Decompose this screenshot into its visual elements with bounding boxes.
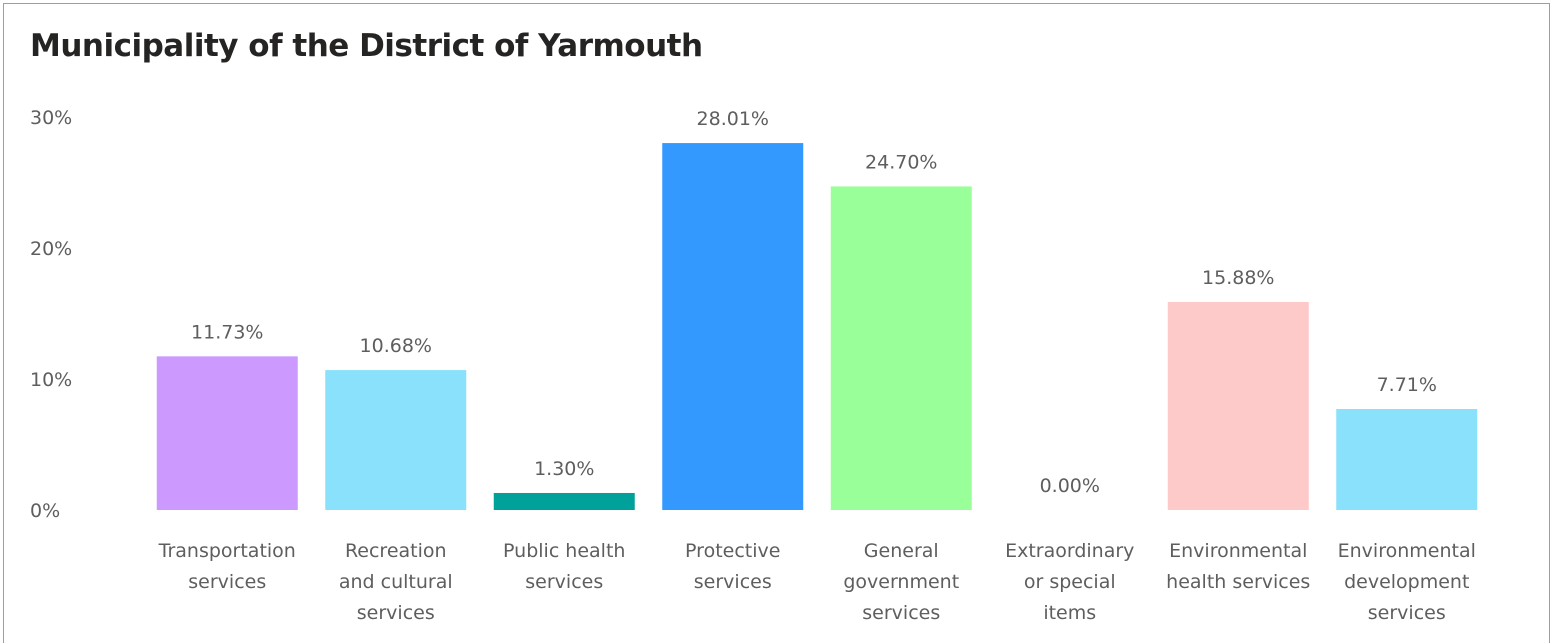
bar: [493, 492, 635, 510]
y-tick-label: 10%: [30, 369, 72, 391]
data-label: 11.73%: [191, 321, 263, 343]
bar: [156, 356, 298, 510]
bar: [1336, 408, 1478, 510]
bar: [662, 143, 804, 510]
bar: [325, 370, 467, 510]
x-tick-label: Environmental health services: [1166, 540, 1310, 593]
data-label: 1.30%: [534, 458, 594, 480]
x-tick-label: Transportation services: [158, 540, 296, 593]
x-tick-label: Recreation and cultural services: [339, 540, 453, 624]
bar: [1167, 301, 1309, 510]
x-tick-label: General government services: [843, 540, 959, 624]
y-tick-label: 0%: [30, 500, 60, 522]
x-tick-label: Environmental development services: [1338, 540, 1476, 624]
y-tick-label: 20%: [30, 238, 72, 260]
data-label: 10.68%: [360, 335, 432, 357]
x-tick-label: Public health services: [503, 540, 625, 593]
chart-title: Municipality of the District of Yarmouth: [30, 28, 703, 64]
y-tick-label: 30%: [30, 107, 72, 129]
x-tick-label: Protective services: [685, 540, 780, 593]
data-label: 28.01%: [697, 108, 769, 130]
data-label: 24.70%: [865, 151, 937, 173]
x-tick-label: Extraordinary or special items: [1005, 540, 1134, 624]
data-label: 15.88%: [1202, 267, 1274, 289]
data-label: 0.00%: [1040, 475, 1100, 497]
bar: [830, 186, 972, 510]
data-label: 7.71%: [1377, 374, 1437, 396]
